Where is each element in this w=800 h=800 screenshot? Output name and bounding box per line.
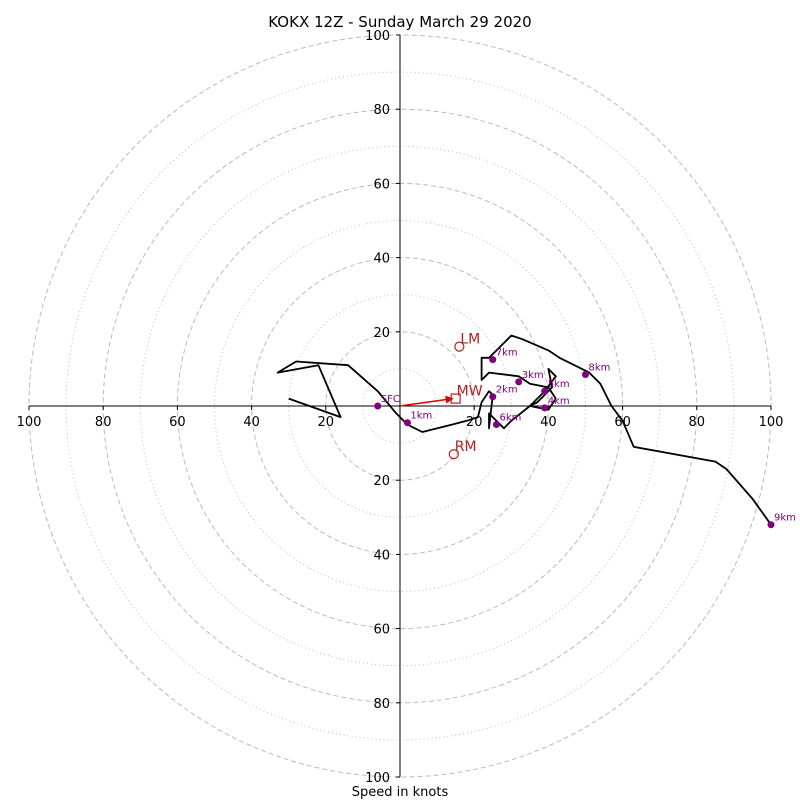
level-label: 1km (410, 411, 432, 422)
level-label: 5km (548, 379, 570, 390)
height-levels: SFC 1km 2km 3km 4km 5km 6km 7km 8km 9km (374, 348, 796, 529)
y-tick-label: 20 (373, 326, 390, 341)
mean-wind-marker (450, 393, 461, 404)
hodograph-trace (276, 334, 772, 526)
x-tick-label: 100 (17, 415, 42, 430)
y-tick-label: 80 (373, 103, 390, 118)
right-mover-marker (448, 449, 459, 460)
x-tick-label: 80 (689, 415, 706, 430)
y-tick-label: 40 (373, 548, 390, 563)
level-point (767, 521, 775, 529)
y-tick-label: 20 (373, 474, 390, 489)
x-tick-label: 80 (95, 415, 112, 430)
left-mover-label: LM (460, 332, 480, 348)
chart-title: KOKX 12Z - Sunday March 29 2020 (268, 13, 531, 31)
y-tick-label: 40 (373, 252, 390, 267)
level-point (492, 421, 500, 429)
level-label: 8km (589, 362, 611, 373)
mean-wind-label: MW (457, 384, 483, 400)
level-point (403, 419, 411, 427)
level-label: 6km (499, 413, 521, 424)
level-point (489, 356, 497, 364)
level-label: SFC (381, 394, 400, 405)
level-point (582, 370, 589, 378)
level-label: 3km (522, 370, 544, 381)
hodograph-line (276, 334, 772, 526)
level-point (515, 378, 523, 386)
x-tick-label: 100 (759, 415, 784, 430)
y-tick-label: 100 (365, 771, 390, 786)
level-label: 2km (496, 385, 518, 396)
right-mover-label: RM (455, 439, 477, 455)
level-point (541, 404, 549, 412)
level-point (541, 387, 549, 395)
level-label: 9km (774, 513, 796, 524)
x-axis-label: Speed in knots (352, 785, 449, 800)
level-label: 4km (548, 396, 570, 407)
x-tick-label: 20 (318, 415, 335, 430)
level-label: 7km (496, 348, 518, 359)
y-tick-label: 60 (373, 623, 390, 638)
x-tick-label: 60 (169, 415, 186, 430)
storm-motion: LM MW RM (399, 332, 483, 460)
mean-wind-arrow (399, 395, 454, 407)
left-mover-marker (454, 341, 465, 352)
x-tick-label: 40 (540, 415, 557, 430)
y-tick-label: 60 (373, 177, 390, 192)
y-tick-label: 100 (365, 29, 390, 44)
level-point (374, 402, 382, 410)
y-tick-label: 80 (373, 697, 390, 712)
level-point (489, 393, 497, 401)
x-tick-label: 20 (466, 415, 483, 430)
x-tick-label: 40 (243, 415, 260, 430)
tick-labels: 100 80 60 40 20 20 40 60 80 100100806040202040608… (17, 29, 784, 786)
